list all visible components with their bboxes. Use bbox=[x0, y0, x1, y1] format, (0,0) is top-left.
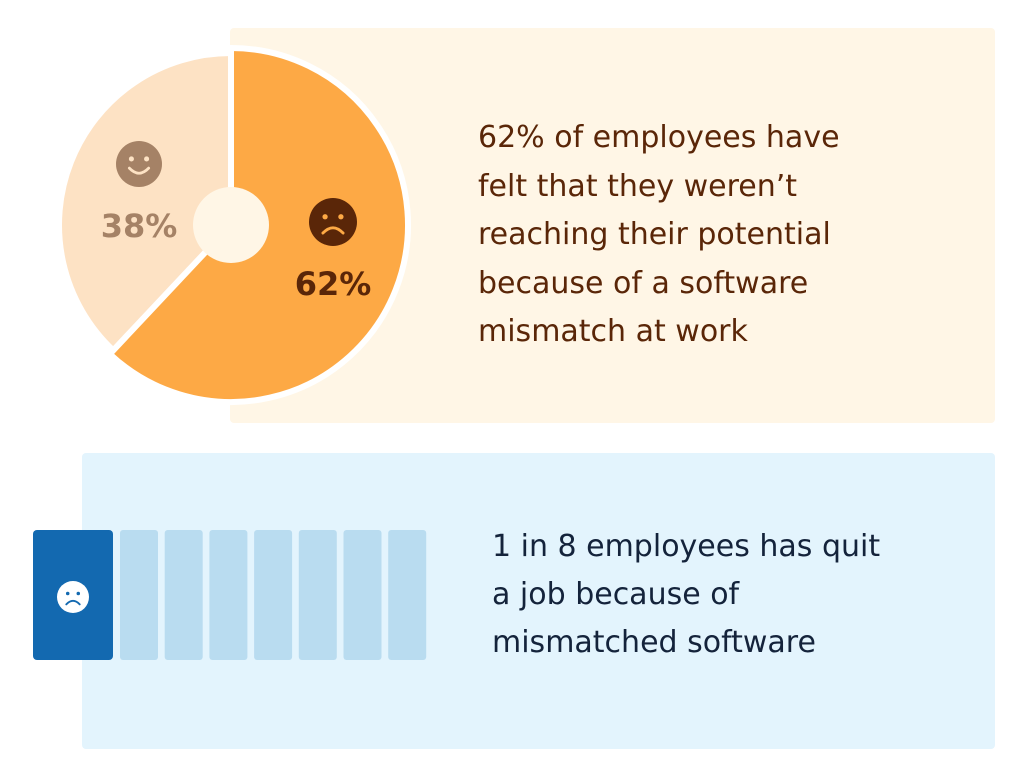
smile-face-icon bbox=[116, 141, 162, 187]
bottom-stat-line: 1 in 8 employees has quit bbox=[492, 529, 881, 564]
employee-block bbox=[343, 530, 382, 660]
employee-block bbox=[298, 530, 337, 660]
pie-label-unhappy: 62% bbox=[295, 265, 372, 303]
employee-block bbox=[388, 530, 427, 660]
pie-slice-happy bbox=[56, 49, 234, 355]
bottom-stat-text: 1 in 8 employees has quit a job because … bbox=[492, 523, 880, 667]
top-stat-line: because of a software bbox=[478, 265, 809, 301]
top-stat-line: felt that they weren’t bbox=[478, 168, 798, 204]
top-stat-line: mismatch at work bbox=[478, 314, 748, 349]
pie-label-happy: 38% bbox=[101, 207, 178, 245]
bottom-stat-line: mismatched software bbox=[492, 625, 816, 660]
employee-block bbox=[254, 530, 293, 660]
top-stat-line: reaching their potential bbox=[478, 217, 831, 252]
bottom-stat-line: a job because of bbox=[492, 577, 740, 612]
frown-face-icon bbox=[309, 198, 357, 246]
employee-block bbox=[164, 530, 203, 660]
employee-block bbox=[209, 530, 248, 660]
frown-face-icon bbox=[57, 581, 89, 613]
top-stat-text: 62% of employees have felt that they wer… bbox=[478, 114, 840, 357]
employee-block bbox=[120, 530, 158, 660]
top-stat-line: 62% of employees have bbox=[478, 120, 840, 155]
donut-hole bbox=[193, 187, 269, 263]
